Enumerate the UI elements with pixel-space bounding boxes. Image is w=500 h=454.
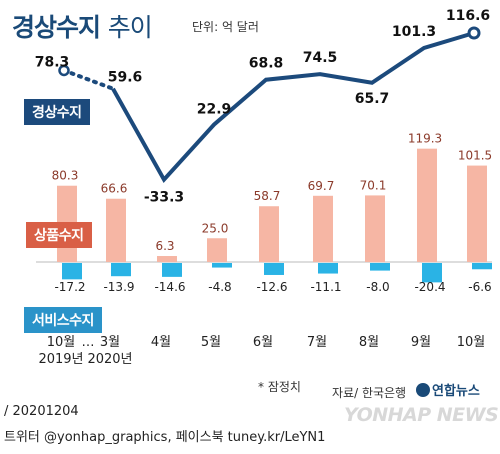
services-bar bbox=[62, 263, 82, 280]
goods-bar bbox=[259, 206, 279, 262]
goods-value-label: 69.7 bbox=[308, 179, 335, 193]
x-tick-label: 2019년 bbox=[38, 352, 83, 367]
goods-value-label: 58.7 bbox=[254, 189, 281, 203]
services-bar bbox=[212, 263, 232, 268]
x-tick-label: 6월 bbox=[253, 335, 273, 350]
x-tick-label: 4월 bbox=[151, 335, 171, 350]
brand-icon bbox=[416, 383, 430, 397]
brand-logo: 연합뉴스 bbox=[416, 380, 480, 399]
services-value-label: -8.0 bbox=[366, 280, 389, 294]
goods-bar bbox=[207, 238, 227, 262]
goods-bar bbox=[157, 256, 177, 262]
services-value-label: -13.9 bbox=[103, 280, 134, 294]
current-account-value-label: 78.3 bbox=[35, 54, 70, 70]
source-label: 자료/ 한국은행 bbox=[332, 386, 407, 400]
current-account-point bbox=[467, 26, 481, 40]
services-bar bbox=[264, 263, 284, 275]
goods-bar bbox=[313, 195, 333, 262]
services-value-label: -14.6 bbox=[154, 280, 185, 294]
footnote: * 잠정치 bbox=[258, 380, 301, 394]
x-tick-label: 10월 bbox=[47, 335, 76, 350]
services-bar bbox=[422, 263, 442, 283]
services-value-label: -20.4 bbox=[414, 280, 445, 294]
x-tick-label: 8월 bbox=[359, 335, 379, 350]
x-tick-label: 7월 bbox=[307, 335, 327, 350]
goods-value-label: 25.0 bbox=[202, 221, 229, 235]
goods-bar bbox=[106, 198, 126, 262]
current-account-value-label: 101.3 bbox=[392, 24, 436, 40]
current-account-value-label: 74.5 bbox=[303, 50, 338, 66]
chart-title-suffix: 추이 bbox=[107, 13, 153, 42]
x-tick-label: 5월 bbox=[201, 335, 221, 350]
goods-value-label: 119.3 bbox=[408, 132, 442, 146]
services-value-label: -17.2 bbox=[54, 280, 85, 294]
current-account-value-label: -33.3 bbox=[144, 190, 184, 206]
goods-bar bbox=[467, 165, 487, 262]
services-value-label: -12.6 bbox=[256, 280, 287, 294]
goods-value-label: 80.3 bbox=[52, 169, 79, 183]
credit-sns: 트위터 @yonhap_graphics, 페이스북 tuney.kr/LeYN… bbox=[4, 430, 326, 445]
watermark: YONHAP NEWS bbox=[344, 404, 499, 426]
goods-value-label: 70.1 bbox=[360, 178, 387, 192]
x-tick-label: 2020년 bbox=[87, 352, 132, 367]
x-tick-label: 10월 bbox=[457, 335, 486, 350]
unit-label: 단위: 억 달러 bbox=[192, 20, 259, 34]
current-account-point bbox=[58, 64, 70, 77]
current-account-value-label: 68.8 bbox=[249, 56, 284, 72]
goods-value-label: 66.6 bbox=[101, 182, 128, 196]
goods-value-label: 6.3 bbox=[155, 239, 174, 253]
goods-bar bbox=[417, 148, 437, 262]
current-account-value-label: 59.6 bbox=[108, 70, 143, 86]
current-account-line bbox=[111, 31, 475, 183]
services-bar bbox=[111, 263, 131, 277]
chart-title: 경상수지 추이 bbox=[12, 8, 153, 44]
services-bar bbox=[370, 263, 390, 271]
current-account-value-label: 22.9 bbox=[197, 102, 232, 118]
goods-balance-tag: 상품수지 bbox=[26, 222, 92, 248]
services-balance-tag: 서비스수지 bbox=[24, 307, 102, 333]
x-tick-label: 3월 bbox=[100, 335, 120, 350]
x-gap-marker: … bbox=[82, 335, 95, 350]
brand-name: 연합뉴스 bbox=[432, 384, 480, 399]
goods-value-label: 101.5 bbox=[458, 149, 492, 163]
chart-title-main: 경상수지 bbox=[12, 13, 101, 42]
services-value-label: -6.6 bbox=[468, 280, 491, 294]
current-account-value-label: 116.6 bbox=[446, 8, 490, 24]
services-value-label: -4.8 bbox=[208, 280, 231, 294]
services-bar bbox=[162, 263, 182, 277]
goods-bar bbox=[365, 195, 385, 262]
services-bar bbox=[318, 263, 338, 274]
current-account-tag: 경상수지 bbox=[24, 99, 90, 125]
current-account-value-label: 65.7 bbox=[355, 91, 390, 107]
credit-date: / 20201204 bbox=[4, 404, 79, 419]
services-bar bbox=[472, 263, 492, 270]
x-tick-label: 9월 bbox=[411, 335, 431, 350]
services-value-label: -11.1 bbox=[310, 280, 341, 294]
current-account-dotted-segment bbox=[62, 68, 115, 91]
